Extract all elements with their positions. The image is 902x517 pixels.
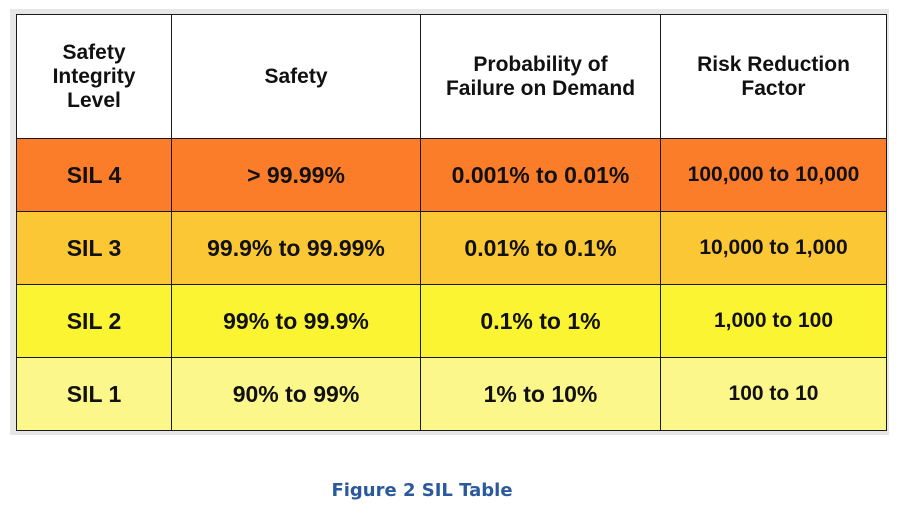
cell-safety: > 99.99% <box>171 138 421 212</box>
sil-table: Safety Integrity Level Safety Probabilit… <box>16 14 887 431</box>
cell-rrf: 10,000 to 1,000 <box>660 211 887 285</box>
cell-pfd: 0.001% to 0.01% <box>420 138 661 212</box>
cell-pfd: 0.01% to 0.1% <box>420 211 661 285</box>
cell-level: SIL 2 <box>16 284 172 358</box>
table-header-row: Safety Integrity Level Safety Probabilit… <box>16 14 887 139</box>
header-safety: Safety <box>171 14 421 139</box>
cell-rrf: 100 to 10 <box>660 357 887 431</box>
header-label: Probability of Failure on Demand <box>445 52 636 100</box>
table-row-sil-3: SIL 3 99.9% to 99.99% 0.01% to 0.1% 10,0… <box>16 211 887 285</box>
cell-rrf: 100,000 to 10,000 <box>660 138 887 212</box>
header-label: Safety <box>264 64 328 88</box>
cell-level: SIL 4 <box>16 138 172 212</box>
header-label: Safety Integrity Level <box>52 40 136 112</box>
table-row-sil-2: SIL 2 99% to 99.9% 0.1% to 1% 1,000 to 1… <box>16 284 887 358</box>
header-safety-integrity-level: Safety Integrity Level <box>16 14 172 139</box>
cell-safety: 99.9% to 99.99% <box>171 211 421 285</box>
header-risk-reduction-factor: Risk Reduction Factor <box>660 14 887 139</box>
figure-caption: Figure 2 SIL Table <box>331 480 513 501</box>
cell-safety: 99% to 99.9% <box>171 284 421 358</box>
cell-level: SIL 1 <box>16 357 172 431</box>
table-row-sil-1: SIL 1 90% to 99% 1% to 10% 100 to 10 <box>16 357 887 431</box>
table-row-sil-4: SIL 4 > 99.99% 0.001% to 0.01% 100,000 t… <box>16 138 887 212</box>
header-probability-of-failure: Probability of Failure on Demand <box>420 14 661 139</box>
cell-safety: 90% to 99% <box>171 357 421 431</box>
cell-rrf: 1,000 to 100 <box>660 284 887 358</box>
header-label: Risk Reduction Factor <box>697 52 850 100</box>
cell-pfd: 0.1% to 1% <box>420 284 661 358</box>
cell-pfd: 1% to 10% <box>420 357 661 431</box>
cell-level: SIL 3 <box>16 211 172 285</box>
